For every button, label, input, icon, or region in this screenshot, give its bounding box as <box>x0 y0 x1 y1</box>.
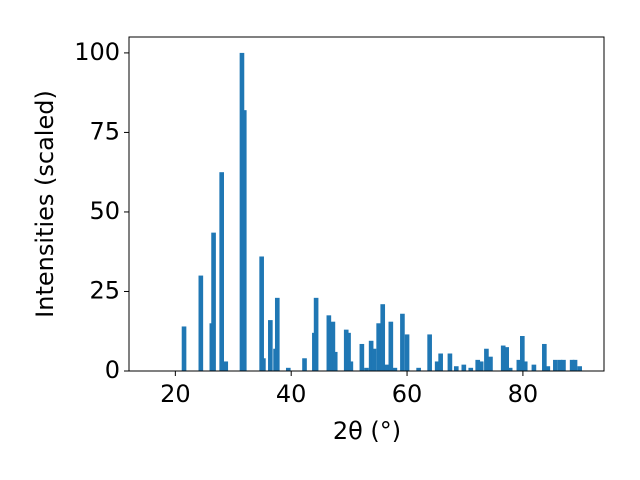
bar <box>368 340 374 371</box>
bar <box>434 361 440 371</box>
x-tick-label: 80 <box>508 380 539 408</box>
bar <box>531 364 537 371</box>
bar <box>461 364 467 371</box>
bar <box>384 364 390 371</box>
bar <box>478 361 484 371</box>
y-tick-label: 25 <box>89 276 120 304</box>
bar <box>181 326 187 371</box>
bar <box>475 359 481 371</box>
bar <box>239 52 245 372</box>
bar <box>404 334 410 371</box>
bar <box>427 334 432 371</box>
bar <box>553 359 558 371</box>
bar <box>416 367 421 371</box>
bar <box>380 304 386 371</box>
bar <box>223 361 229 371</box>
y-tick-label: 100 <box>74 38 120 66</box>
bar <box>572 359 578 371</box>
bar <box>392 367 398 371</box>
bar <box>346 332 351 371</box>
x-tick-label: 20 <box>160 380 191 408</box>
bar <box>371 348 377 371</box>
bar <box>504 347 509 371</box>
y-axis-label: Intensities (scaled) <box>31 90 59 318</box>
bar <box>557 359 563 371</box>
bar <box>507 367 513 371</box>
bar <box>259 256 264 371</box>
bar <box>268 320 273 371</box>
bar <box>330 321 336 371</box>
bar <box>326 315 332 371</box>
bar <box>453 366 459 371</box>
bar <box>516 359 522 371</box>
y-tick-label: 50 <box>89 197 120 225</box>
bar <box>468 367 474 371</box>
y-tick-label: 0 <box>105 356 120 384</box>
bar <box>400 313 405 371</box>
bar <box>388 321 394 371</box>
y-tick-label: 75 <box>89 117 120 145</box>
bar <box>364 367 369 371</box>
bar <box>348 361 354 371</box>
bar <box>332 351 338 371</box>
bar <box>261 358 266 371</box>
bar <box>313 297 319 371</box>
bar <box>484 348 489 371</box>
bar <box>522 361 528 371</box>
bar <box>447 353 453 371</box>
plot-frame <box>128 36 605 372</box>
x-tick-label: 40 <box>276 380 307 408</box>
bar <box>211 232 216 371</box>
bar <box>561 359 566 371</box>
bar <box>376 323 381 371</box>
bar <box>285 367 291 371</box>
bar <box>438 353 443 371</box>
x-axis-label: 2θ (°) <box>333 417 401 445</box>
bar <box>241 110 247 372</box>
bar <box>520 336 525 371</box>
bar <box>542 343 547 371</box>
bar <box>500 345 506 371</box>
bar <box>569 359 575 371</box>
bar <box>274 297 280 371</box>
bar <box>545 366 551 371</box>
bar <box>198 275 204 371</box>
bar <box>488 356 493 371</box>
bar <box>359 343 365 371</box>
bar <box>302 358 307 371</box>
x-tick-label: 60 <box>392 380 423 408</box>
bar <box>577 366 582 371</box>
bar <box>219 172 224 371</box>
